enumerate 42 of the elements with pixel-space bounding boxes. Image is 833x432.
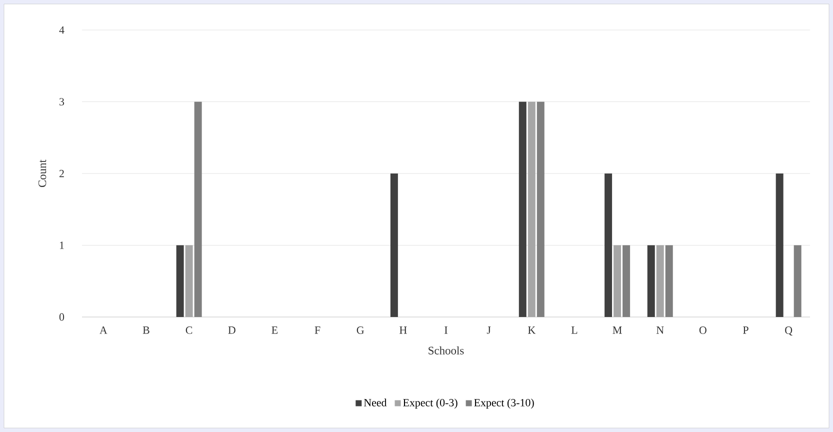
x-tick-label: N <box>656 326 664 334</box>
x-tick-label: L <box>571 326 578 334</box>
bar <box>604 174 612 317</box>
bar <box>185 245 193 317</box>
y-axis-title: Count <box>38 160 46 188</box>
bar <box>536 102 544 317</box>
x-tick-label: M <box>612 326 622 334</box>
y-tick-label: 1 <box>60 242 64 249</box>
bar <box>622 245 630 317</box>
bar <box>776 174 784 317</box>
bar <box>194 102 202 317</box>
y-tick-label: 0 <box>59 313 64 321</box>
x-tick-label: Q <box>785 326 792 336</box>
legend-label: Expect (3-10) <box>474 398 534 409</box>
x-tick-label: B <box>142 326 150 334</box>
x-tick-label: D <box>228 326 236 334</box>
bar <box>176 245 184 317</box>
x-axis-title: Schools <box>428 346 464 354</box>
bar <box>647 245 655 317</box>
bar <box>794 245 802 317</box>
bar <box>656 245 664 317</box>
bar <box>390 174 398 317</box>
bar <box>528 102 536 317</box>
x-tick-label: O <box>699 326 706 334</box>
y-tick-label: 3 <box>60 98 64 106</box>
x-tick-label: I <box>444 326 448 334</box>
bar <box>518 102 526 317</box>
bar <box>665 245 673 317</box>
x-tick-label: F <box>314 326 320 334</box>
x-tick-label: C <box>186 326 192 334</box>
x-tick-label: K <box>528 326 536 334</box>
x-tick-label: G <box>356 326 364 334</box>
bar <box>614 245 622 317</box>
y-tick-label: 2 <box>59 170 64 178</box>
x-tick-label: A <box>100 326 108 334</box>
x-tick-label: P <box>743 326 748 334</box>
x-tick-label: H <box>400 326 407 334</box>
legend-label: Need <box>364 398 387 406</box>
x-tick-label: E <box>272 326 278 334</box>
legend-label: Expect (0-3) <box>403 398 458 409</box>
x-tick-label: J <box>486 326 491 334</box>
y-tick-label: 4 <box>59 26 64 34</box>
